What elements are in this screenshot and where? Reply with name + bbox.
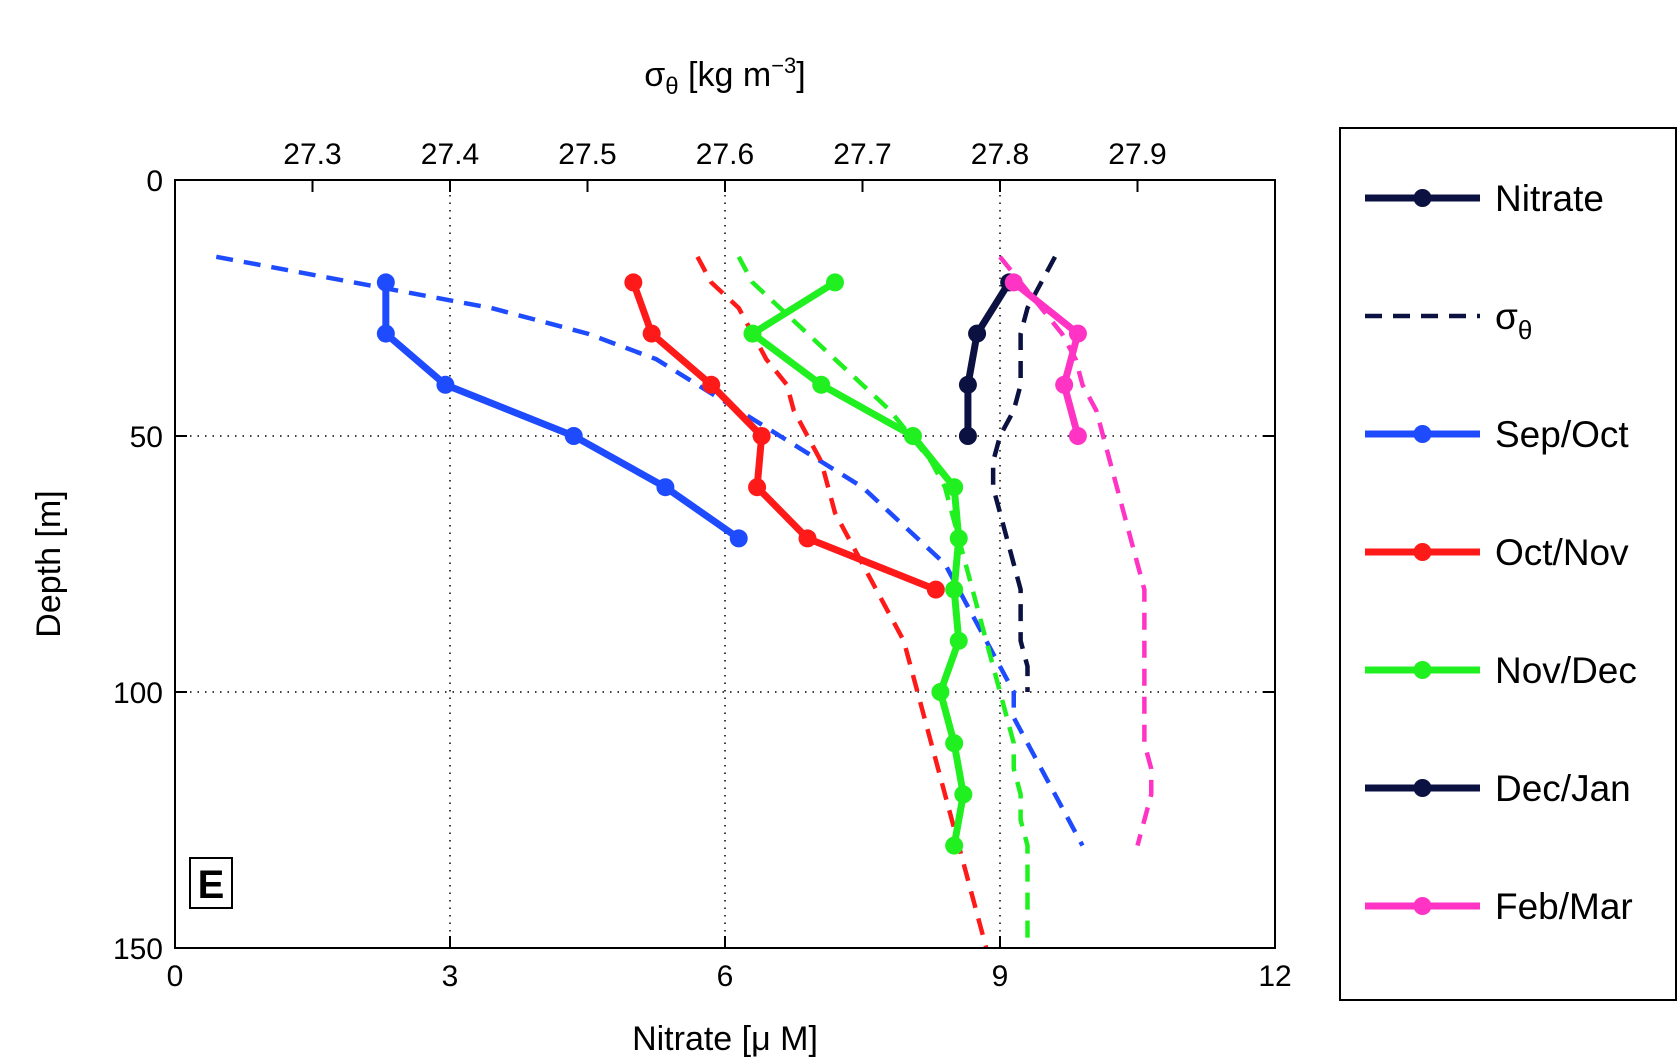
nitrate-point-nov-dec bbox=[812, 375, 831, 394]
nitrate-point-oct-nov bbox=[798, 529, 817, 548]
top-x-tick-label: 27.7 bbox=[833, 138, 891, 171]
legend-label-feb-mar: Feb/Mar bbox=[1495, 886, 1633, 927]
top-x-tick-label: 27.9 bbox=[1108, 138, 1166, 171]
nitrate-line-dec-jan bbox=[964, 280, 1013, 436]
nitrate-line-feb-mar bbox=[1011, 279, 1082, 437]
top-x-axis-subscript: θ bbox=[665, 73, 678, 100]
nitrate-line-sep-oct bbox=[382, 282, 741, 542]
top-x-axis-unit: [kg m bbox=[679, 56, 772, 94]
top-x-tick-label: 27.5 bbox=[558, 138, 616, 171]
nitrate-point-dec-jan bbox=[958, 427, 977, 445]
nitrate-point-oct-nov bbox=[642, 324, 661, 343]
nitrate-point-sep-oct bbox=[436, 375, 455, 394]
top-x-axis-exponent: −3 bbox=[771, 53, 796, 78]
sigma-line-dec-jan bbox=[990, 255, 1057, 692]
top-x-tick-label: 27.8 bbox=[971, 138, 1029, 171]
legend-label-dec-jan: Dec/Jan bbox=[1495, 768, 1631, 809]
legend-marker-nitrate bbox=[1413, 189, 1432, 207]
nitrate-point-feb-mar bbox=[1055, 375, 1074, 394]
legend-marker-sep-oct bbox=[1413, 425, 1432, 443]
nitrate-point-nov-dec bbox=[743, 324, 762, 343]
panel-label: E bbox=[198, 863, 225, 907]
legend-marker-nov-dec bbox=[1413, 661, 1432, 679]
x-tick-label: 12 bbox=[1258, 960, 1291, 993]
legend-marker-oct-nov bbox=[1413, 543, 1432, 561]
nitrate-point-sep-oct bbox=[376, 324, 395, 343]
top-x-tick-label: 27.3 bbox=[283, 138, 341, 171]
nitrate-point-nov-dec bbox=[945, 734, 964, 753]
top-x-axis-symbol: σ bbox=[644, 56, 665, 94]
nitrate-point-dec-jan bbox=[968, 324, 987, 343]
y-tick-label: 100 bbox=[113, 677, 163, 710]
nitrate-point-dec-jan bbox=[958, 375, 977, 394]
legend: NitrateσθSep/OctOct/NovNov/DecDec/JanFeb… bbox=[1339, 127, 1677, 1001]
nitrate-point-nov-dec bbox=[903, 427, 922, 445]
nitrate-point-nov-dec bbox=[826, 273, 844, 292]
legend-marker-feb-mar bbox=[1413, 897, 1432, 915]
nitrate-line-nov-dec bbox=[749, 279, 967, 847]
nitrate-point-nov-dec bbox=[949, 529, 968, 548]
nitrate-point-nov-dec bbox=[945, 580, 964, 599]
legend-label-sep-oct: Sep/Oct bbox=[1495, 414, 1629, 455]
legend-marker-dec-jan bbox=[1413, 779, 1432, 797]
sigma-line-oct-nov bbox=[695, 255, 989, 949]
top-x-axis-title: σθ [kg m−3] bbox=[644, 53, 805, 100]
nitrate-point-sep-oct bbox=[729, 529, 748, 548]
top-x-tick-label: 27.6 bbox=[696, 138, 754, 171]
nitrate-point-feb-mar bbox=[1068, 427, 1087, 445]
nitrate-point-sep-oct bbox=[564, 427, 583, 445]
panel-label-box bbox=[189, 857, 233, 909]
top-x-tick-label: 27.4 bbox=[421, 138, 479, 171]
y-tick-label: 0 bbox=[146, 165, 163, 198]
legend-label-nitrate: Nitrate bbox=[1495, 178, 1604, 219]
nitrate-point-oct-nov bbox=[624, 273, 643, 292]
top-x-axis-close: ] bbox=[796, 56, 805, 94]
x-tick-label: 0 bbox=[167, 960, 184, 993]
nitrate-point-nov-dec bbox=[931, 683, 950, 701]
sigma-line-sep-oct bbox=[215, 254, 1085, 847]
legend-box bbox=[1339, 127, 1677, 1001]
nitrate-profiles bbox=[376, 273, 1087, 855]
legend-label-oct-nov: Oct/Nov bbox=[1495, 532, 1629, 573]
nitrate-point-nov-dec bbox=[945, 478, 964, 497]
nitrate-point-nov-dec bbox=[945, 836, 964, 855]
grid-layer bbox=[175, 180, 1275, 948]
axis-ticks: 0 3 6 9 12 0 50 100 150 27.3 27.4 27.5 27.6 27.7 27.8 2… bbox=[113, 138, 1292, 993]
nitrate-point-oct-nov bbox=[752, 427, 771, 445]
nitrate-point-oct-nov bbox=[702, 375, 721, 394]
nitrate-point-sep-oct bbox=[656, 478, 675, 497]
x-tick-label: 6 bbox=[717, 960, 734, 993]
x-tick-label: 9 bbox=[992, 960, 1009, 993]
nitrate-point-feb-mar bbox=[1068, 324, 1087, 343]
y-tick-label: 150 bbox=[113, 933, 163, 966]
legend-label-nov-dec: Nov/Dec bbox=[1495, 650, 1637, 691]
sigma-line-nov-dec bbox=[736, 255, 1030, 948]
nitrate-point-feb-mar bbox=[1004, 273, 1023, 292]
nitrate-point-oct-nov bbox=[748, 478, 767, 497]
nitrate-point-oct-nov bbox=[926, 580, 945, 599]
legend-label-subscript: θ bbox=[1518, 315, 1532, 345]
y-axis-title: Depth [m] bbox=[30, 490, 68, 637]
y-tick-label: 50 bbox=[130, 421, 163, 454]
x-tick-label: 3 bbox=[442, 960, 459, 993]
nitrate-point-nov-dec bbox=[949, 631, 968, 650]
nitrate-point-nov-dec bbox=[954, 785, 973, 804]
nitrate-point-sep-oct bbox=[376, 273, 395, 292]
x-axis-title: Nitrate [μ M] bbox=[632, 1020, 818, 1058]
